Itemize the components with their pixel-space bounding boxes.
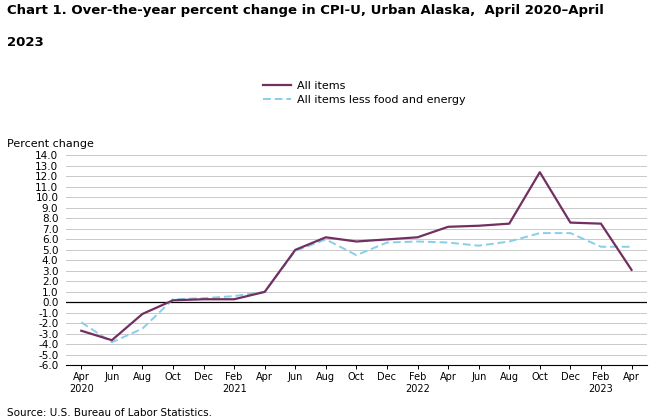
All items xyxy=(414,235,422,240)
All items less food and energy xyxy=(199,296,207,301)
Text: Source: U.S. Bureau of Labor Statistics.: Source: U.S. Bureau of Labor Statistics. xyxy=(7,408,212,418)
All items less food and energy xyxy=(108,340,115,345)
All items less food and energy xyxy=(230,294,238,299)
All items xyxy=(322,235,330,240)
All items less food and energy xyxy=(383,240,391,245)
All items xyxy=(506,221,513,226)
All items xyxy=(139,311,147,317)
All items xyxy=(230,297,238,302)
All items xyxy=(261,289,269,294)
All items xyxy=(199,297,207,302)
All items less food and energy xyxy=(291,248,299,253)
All items xyxy=(108,338,115,343)
All items less food and energy xyxy=(475,243,482,248)
All items xyxy=(352,239,360,244)
Text: 2023: 2023 xyxy=(7,36,44,49)
All items xyxy=(444,224,452,229)
All items less food and energy xyxy=(506,239,513,244)
All items less food and energy xyxy=(444,240,452,245)
All items xyxy=(597,221,605,226)
All items less food and energy xyxy=(628,244,636,249)
Line: All items: All items xyxy=(81,172,632,340)
All items less food and energy xyxy=(352,252,360,257)
Text: Chart 1. Over-the-year percent change in CPI-U, Urban Alaska,  April 2020–April: Chart 1. Over-the-year percent change in… xyxy=(7,4,603,17)
All items xyxy=(291,247,299,252)
All items xyxy=(628,267,636,272)
All items less food and energy xyxy=(77,320,85,325)
All items less food and energy xyxy=(597,244,605,249)
Line: All items less food and energy: All items less food and energy xyxy=(81,233,632,342)
All items xyxy=(475,223,482,228)
All items xyxy=(383,237,391,242)
All items xyxy=(566,220,574,225)
All items less food and energy xyxy=(261,289,269,294)
All items less food and energy xyxy=(414,239,422,244)
All items xyxy=(77,328,85,333)
All items less food and energy xyxy=(169,297,177,302)
Legend: All items, All items less food and energy: All items, All items less food and energ… xyxy=(263,81,465,105)
All items xyxy=(169,298,177,303)
Text: Percent change: Percent change xyxy=(7,139,94,149)
All items less food and energy xyxy=(139,326,147,331)
All items less food and energy xyxy=(322,237,330,242)
All items xyxy=(536,170,544,175)
All items less food and energy xyxy=(536,231,544,236)
All items less food and energy xyxy=(566,231,574,236)
